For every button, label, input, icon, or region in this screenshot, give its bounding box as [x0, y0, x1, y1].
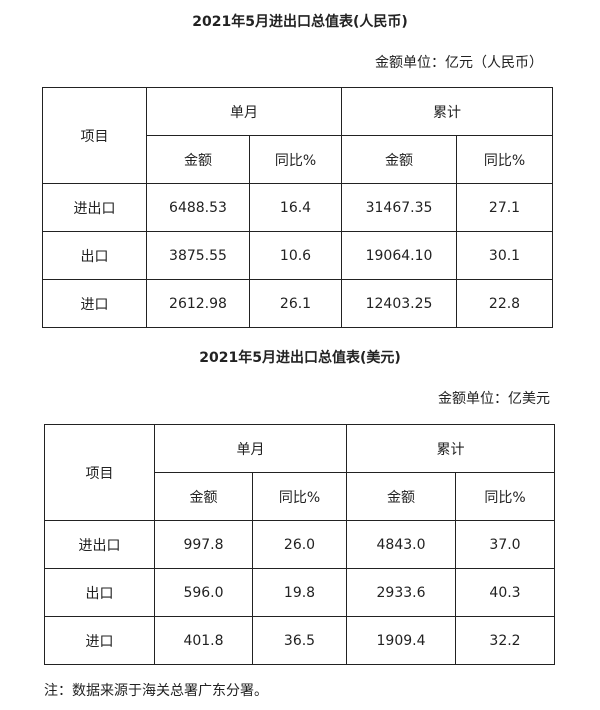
cell: 6488.53	[146, 183, 250, 232]
header-cumulative: 累计	[346, 424, 555, 473]
cell: 997.8	[154, 520, 253, 569]
table-row: 出口 3875.55 10.6 19064.10 30.1	[42, 231, 553, 280]
cell: 4843.0	[346, 520, 456, 569]
header-amount: 金额	[341, 135, 457, 184]
table-row: 进出口 6488.53 16.4 31467.35 27.1	[42, 183, 553, 232]
header-yoy: 同比%	[252, 472, 347, 521]
cell: 596.0	[154, 568, 253, 617]
header-amount: 金额	[154, 472, 253, 521]
table-title-rmb: 2021年5月进出口总值表(人民币)	[192, 14, 408, 30]
row-name: 出口	[44, 568, 155, 617]
cell: 31467.35	[341, 183, 457, 232]
unit-label-rmb: 金额单位：亿元（人民币）	[375, 55, 543, 71]
cell: 2933.6	[346, 568, 456, 617]
header-yoy: 同比%	[249, 135, 342, 184]
cell: 19064.10	[341, 231, 457, 280]
cell: 40.3	[455, 568, 555, 617]
cell: 26.1	[249, 279, 342, 328]
cell: 27.1	[456, 183, 553, 232]
row-name: 进出口	[44, 520, 155, 569]
cell: 3875.55	[146, 231, 250, 280]
header-yoy: 同比%	[456, 135, 553, 184]
header-item: 项目	[42, 87, 147, 184]
table-rmb: 项目 单月 累计 金额 同比% 金额 同比% 进出口 6488.53 16.4 …	[42, 87, 553, 328]
table-row: 出口 596.0 19.8 2933.6 40.3	[44, 568, 555, 617]
cell: 2612.98	[146, 279, 250, 328]
table-usd: 项目 单月 累计 金额 同比% 金额 同比% 进出口 997.8 26.0 48…	[44, 424, 555, 665]
header-month: 单月	[146, 87, 342, 136]
cell: 30.1	[456, 231, 553, 280]
row-name: 进出口	[42, 183, 147, 232]
row-name: 进口	[42, 279, 147, 328]
cell: 26.0	[252, 520, 347, 569]
header-yoy: 同比%	[455, 472, 555, 521]
header-amount: 金额	[146, 135, 250, 184]
source-note: 注：数据来源于海关总署广东分署。	[44, 683, 268, 699]
cell: 37.0	[455, 520, 555, 569]
table-row: 进出口 997.8 26.0 4843.0 37.0	[44, 520, 555, 569]
cell: 10.6	[249, 231, 342, 280]
cell: 19.8	[252, 568, 347, 617]
table-title-usd: 2021年5月进出口总值表(美元)	[199, 350, 401, 366]
row-name: 出口	[42, 231, 147, 280]
header-amount: 金额	[346, 472, 456, 521]
table-row: 进口 2612.98 26.1 12403.25 22.8	[42, 279, 553, 328]
unit-label-usd: 金额单位：亿美元	[438, 391, 550, 407]
row-name: 进口	[44, 616, 155, 665]
cell: 401.8	[154, 616, 253, 665]
header-cumulative: 累计	[341, 87, 553, 136]
table-row: 进口 401.8 36.5 1909.4 32.2	[44, 616, 555, 665]
cell: 16.4	[249, 183, 342, 232]
header-item: 项目	[44, 424, 155, 521]
cell: 32.2	[455, 616, 555, 665]
cell: 36.5	[252, 616, 347, 665]
header-month: 单月	[154, 424, 347, 473]
cell: 1909.4	[346, 616, 456, 665]
cell: 22.8	[456, 279, 553, 328]
cell: 12403.25	[341, 279, 457, 328]
